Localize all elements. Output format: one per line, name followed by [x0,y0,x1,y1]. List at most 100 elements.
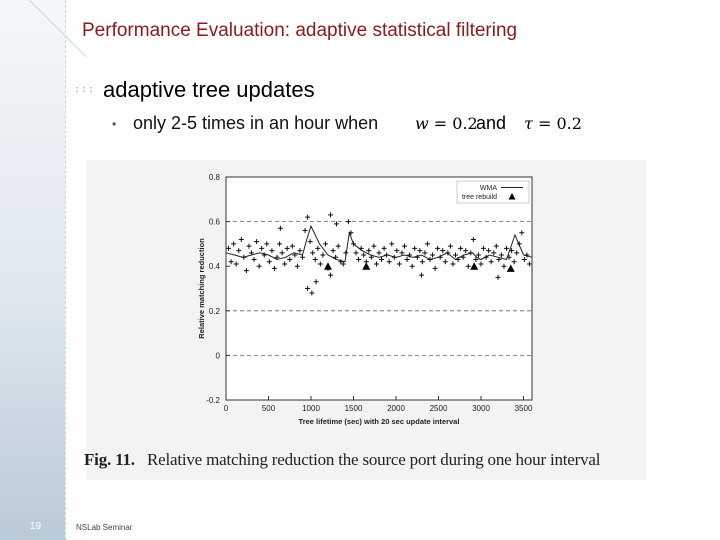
y-tick-label: 0.4 [209,262,221,271]
data-point-plus [356,257,362,263]
x-tick-label: 3000 [472,404,490,413]
data-point-plus [300,254,305,260]
data-point-plus [320,252,326,258]
data-point-plus [435,245,441,251]
data-point-plus [504,245,509,251]
data-point-plus [231,241,237,247]
x-tick-label: 2000 [387,404,405,413]
data-point-plus [334,221,339,227]
data-point-plus [340,261,346,267]
data-point-plus [236,248,242,254]
figure-caption: Fig. 11. Relative matching reduction the… [84,450,600,470]
y-tick-label: 0 [216,351,221,360]
data-point-plus [458,245,464,251]
data-point-plus [402,243,407,249]
data-point-plus [348,230,354,236]
data-point-plus [511,259,517,265]
data-point-plus [307,239,313,245]
equation-tau-symbol: τ [524,114,533,133]
data-point-plus [335,243,341,249]
bullet-heading: adaptive tree updates [103,77,315,102]
data-point-plus [310,250,316,256]
data-point-plus [407,252,413,258]
data-point-plus [412,245,418,251]
bullet-marker-icon: ::: [74,84,96,95]
data-point-plus [330,248,336,254]
data-point-plus [417,248,423,254]
data-point-plus [379,257,385,263]
data-point-plus [333,254,339,260]
data-point-plus [315,245,321,251]
data-point-plus [447,243,453,249]
data-point-plus [338,259,344,265]
data-point-plus [440,248,446,254]
data-point-plus [368,254,374,260]
data-point-plus [465,263,471,269]
equation-w-symbol: w [415,114,429,133]
data-point-plus [274,254,280,260]
data-point-plus [394,248,400,254]
data-point-plus [264,241,270,247]
data-point-plus [261,252,267,258]
data-point-plus [226,245,232,251]
data-point-plus [309,290,315,296]
data-point-plus [238,236,244,242]
data-point-plus [419,259,425,265]
data-point-plus [419,272,424,278]
data-point-plus [442,259,448,265]
equation-w-value: = 0.2 [433,114,478,133]
x-tick-label: 3500 [515,404,533,413]
data-point-plus [279,250,285,256]
data-point-plus [358,245,364,251]
data-point-plus [483,254,489,260]
data-point-plus [514,250,520,256]
data-point-plus [249,250,254,256]
x-tick-label: 500 [262,404,276,413]
x-tick-label: 2500 [430,404,448,413]
x-tick-label: 0 [224,404,229,413]
data-point-plus [328,272,334,278]
data-point-plus [233,261,239,267]
data-point-plus [322,241,328,247]
data-point-plus [317,261,323,267]
data-point-plus [381,245,387,251]
data-point-plus [266,259,272,265]
data-point-plus [432,265,438,271]
sub-bullet-dot: • [112,117,117,131]
legend-label: tree rebuild [462,194,497,201]
data-point-plus [361,252,367,258]
data-point-plus [371,243,377,249]
data-point-plus [491,250,497,256]
data-point-plus [328,212,334,218]
data-point-plus [251,257,257,263]
sub-bullet-text: only 2-5 times in an hour when [133,113,379,133]
data-point-plus [455,257,461,263]
data-point-plus [495,274,501,280]
data-point-plus [389,241,395,247]
data-point-plus [305,286,311,291]
data-point-plus [353,250,359,256]
tree-rebuild-marker [470,262,479,270]
data-point-plus [312,257,318,263]
data-point-plus [246,243,252,249]
data-point-plus [391,254,397,260]
data-point-plus [269,248,275,254]
data-point-plus [521,257,527,263]
data-point-plus [282,261,288,267]
figure-caption-text: Relative matching reduction the source p… [146,450,601,469]
page-number: 19 [30,521,42,532]
data-point-plus [473,257,479,263]
data-point-plus [424,241,430,247]
legend-label: WMA [480,185,497,192]
data-point-plus [384,252,390,258]
data-point-plus [373,261,379,267]
data-point-plus [305,214,311,220]
data-point-plus [519,230,525,236]
data-point-plus [409,263,415,269]
data-point-plus [259,245,265,251]
data-point-plus [450,261,456,267]
data-point-plus [292,252,298,258]
data-point-plus [493,243,499,249]
data-point-plus [396,261,402,267]
data-point-plus [297,248,303,254]
